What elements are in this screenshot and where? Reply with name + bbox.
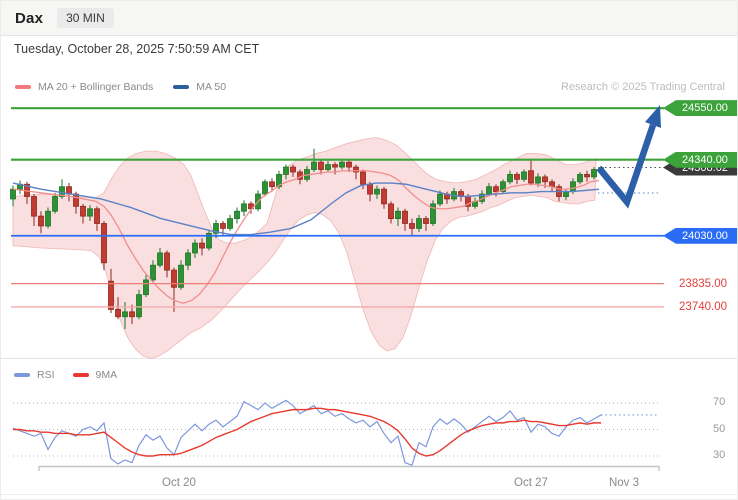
legend-item-ma50[interactable]: MA 50: [173, 81, 226, 93]
x-axis-bracket: [38, 465, 660, 471]
main-legend: MA 20 + Bollinger Bands MA 50: [15, 81, 226, 93]
research-watermark: Research © 2025 Trading Central: [560, 81, 725, 93]
support-price-label: 23835.00: [679, 277, 727, 290]
ma50-swatch: [173, 85, 190, 89]
rsi-axis-label-70: 70: [713, 396, 726, 408]
legend-label-ma50: MA 50: [196, 81, 227, 93]
rsi-axis-label-50: 50: [713, 422, 726, 435]
symbol-title: Dax: [15, 9, 44, 27]
x-axis-label: Nov 3: [608, 477, 640, 489]
bollinger-band-area: [12, 137, 597, 359]
candlestick-series: [10, 148, 604, 330]
scenario-arrow: [596, 105, 661, 209]
legend-label-9ma: 9MA: [95, 369, 118, 381]
legend-item-rsi[interactable]: RSI: [14, 369, 55, 381]
rsi-panel-divider: [1, 358, 737, 359]
support-price-label: 23740.00: [679, 300, 727, 313]
support-resistance-lines: [11, 107, 664, 308]
page-bottom-divider: [1, 494, 737, 495]
ma20-bollinger-swatch: [15, 85, 31, 89]
chart-datetime: Tuesday, October 28, 2025 7:50:59 AM CET: [14, 42, 260, 56]
rsi-indicator-plot: [12, 399, 661, 467]
resistance-price-tag: 24550.00: [663, 100, 737, 117]
nine-ma-swatch: [72, 373, 89, 377]
rsi-legend: RSI 9MA: [14, 369, 117, 381]
rsi-axis-label-30: 30: [713, 449, 726, 461]
moving-average-lines: [12, 170, 600, 304]
header-bar: Dax 30 MIN: [1, 1, 737, 36]
legend-label-rsi: RSI: [37, 369, 55, 381]
x-axis-label: Oct 27: [514, 477, 548, 489]
timeframe-chip[interactable]: 30 MIN: [57, 8, 114, 28]
support-price-tag: 24030.00: [663, 227, 737, 244]
legend-item-ma20-bollinger[interactable]: MA 20 + Bollinger Bands: [15, 81, 153, 93]
rsi-swatch: [14, 373, 30, 377]
x-axis-label: Oct 20: [162, 477, 196, 489]
legend-item-9ma[interactable]: 9MA: [72, 369, 118, 381]
resistance-price-tag: 24340.00: [663, 151, 737, 168]
legend-label-ma20: MA 20 + Bollinger Bands: [38, 81, 154, 93]
